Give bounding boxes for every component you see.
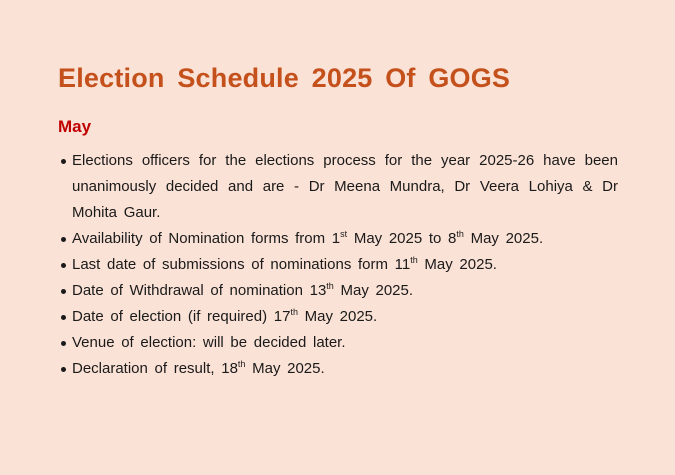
schedule-list: Elections officers for the elections pro… [58, 148, 618, 382]
item-text: Declaration of result, 18 [72, 360, 238, 377]
item-text: Date of election (if required) 17 [72, 308, 291, 325]
item-text: May 2025. [245, 360, 325, 377]
schedule-item: Declaration of result, 18th May 2025. [61, 356, 618, 382]
item-text: Date of Withdrawal of nomination 13 [72, 282, 327, 299]
ordinal-suffix: th [456, 229, 464, 239]
item-text: Availability of Nomination forms from 1 [72, 230, 341, 247]
ordinal-suffix: th [410, 255, 418, 265]
item-text: May 2025. [463, 230, 544, 247]
ordinal-suffix: th [290, 307, 298, 317]
item-text: May 2025. [417, 256, 497, 273]
item-text: May 2025. [297, 308, 378, 325]
schedule-item: Date of Withdrawal of nomination 13th Ma… [61, 278, 618, 304]
schedule-item: Last date of submissions of nominations … [61, 252, 618, 278]
ordinal-suffix: th [237, 359, 246, 369]
item-text: Last date of submissions of nominations … [72, 256, 411, 273]
schedule-item: Availability of Nomination forms from 1s… [61, 226, 618, 252]
item-text: May 2025 to 8 [347, 230, 457, 247]
schedule-item: Date of election (if required) 17th May … [61, 304, 618, 330]
schedule-item: Venue of election: will be decided later… [61, 330, 618, 356]
item-text: May 2025. [333, 282, 414, 299]
month-heading: May [58, 117, 92, 136]
page-title: Election Schedule 2025 Of GOGS [58, 63, 511, 93]
item-text: Venue of election: will be decided later… [72, 334, 346, 351]
item-text: Elections officers for the elections pro… [72, 152, 618, 221]
ordinal-suffix: st [340, 229, 348, 239]
schedule-item: Elections officers for the elections pro… [61, 148, 618, 226]
ordinal-suffix: th [326, 281, 334, 291]
